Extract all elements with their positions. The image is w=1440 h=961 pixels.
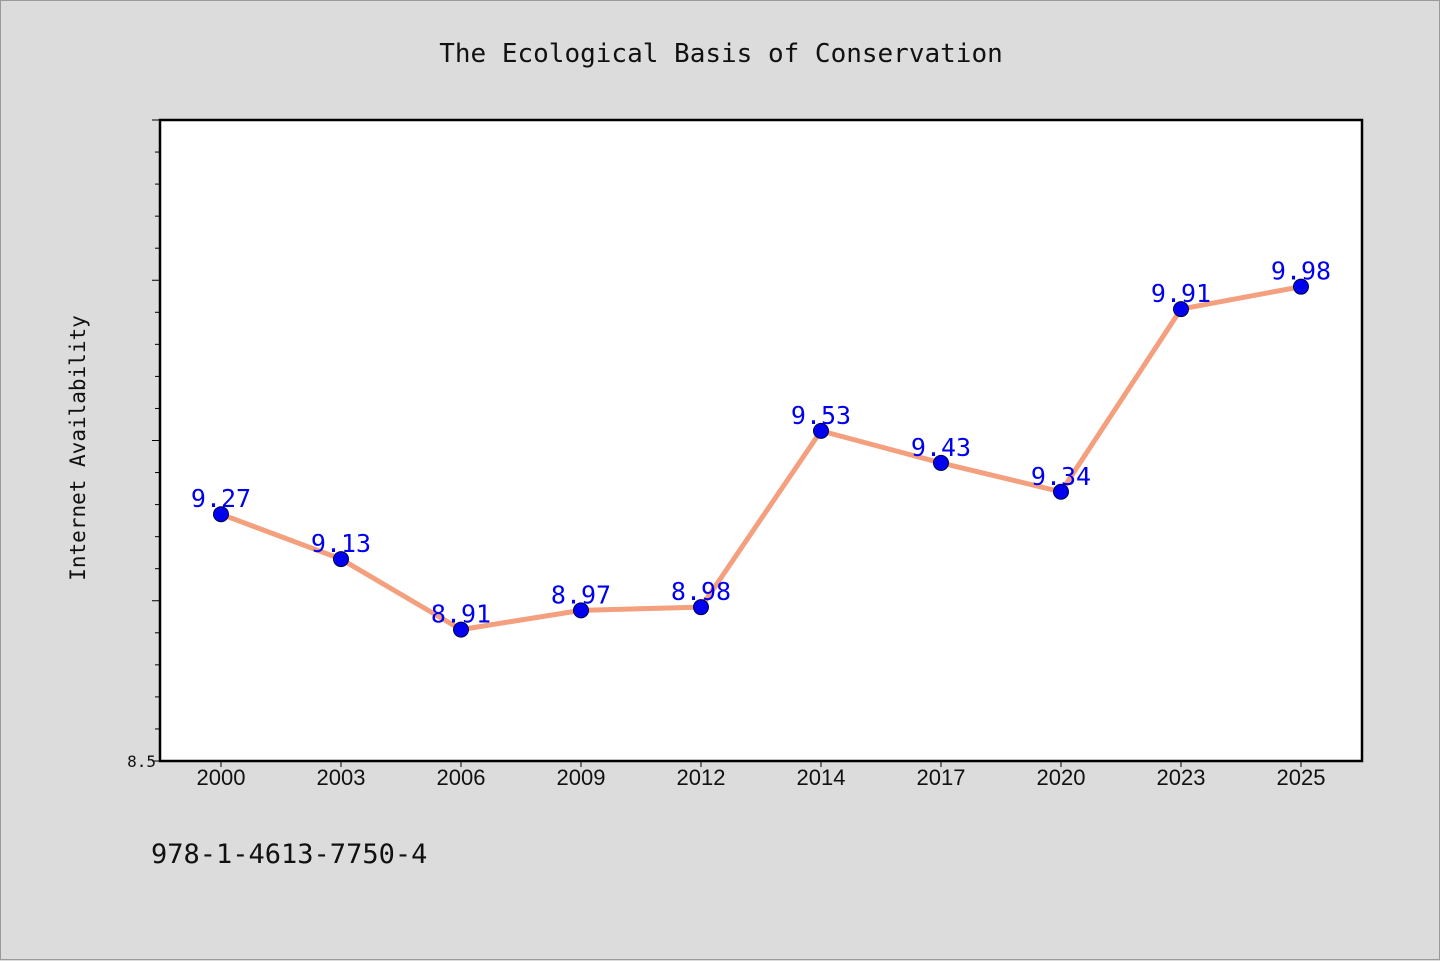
data-label: 8.98: [671, 577, 731, 606]
plot-area: [158, 118, 1364, 763]
data-point: [1173, 301, 1189, 318]
series-line: [218, 284, 1304, 633]
data-label: 9.27: [191, 484, 251, 513]
x-tick-label: 2020: [1037, 765, 1086, 790]
data-point: [453, 621, 469, 638]
x-tick-label: 2000: [197, 765, 246, 790]
data-point: [813, 422, 829, 439]
data-label: 9.91: [1151, 279, 1211, 308]
x-tick-label: 2009: [557, 765, 606, 790]
x-axis-ticks: 2000 2003 2006 2009 2012 2014 2017 2020 2023 2025: [197, 761, 1326, 790]
series-line-layer: [218, 284, 1304, 633]
data-label: 9.98: [1271, 257, 1331, 286]
isbn-label: 978-1-4613-7750-4: [151, 839, 427, 870]
y-tick-label: 8.5: [127, 752, 156, 771]
data-label-layer: 9.27 9.13 8.91 8.97 8.98 9.53 9.43 9.34 9.91 9.98: [191, 257, 1331, 629]
x-tick-label: 2025: [1277, 765, 1326, 790]
data-point: [1293, 278, 1309, 295]
data-label: 9.34: [1031, 462, 1091, 491]
data-point: [1053, 483, 1069, 500]
x-tick-label: 2014: [797, 765, 846, 790]
data-label: 8.97: [551, 580, 611, 609]
data-label: 9.53: [791, 401, 851, 430]
data-point: [933, 454, 949, 471]
data-label: 8.91: [431, 600, 491, 629]
chart-title: The Ecological Basis of Conservation: [439, 39, 1003, 69]
marker-layer: [213, 278, 1309, 638]
x-tick-label: 2023: [1157, 765, 1206, 790]
data-point: [333, 551, 349, 568]
x-tick-label: 2006: [437, 765, 486, 790]
x-tick-label: 2017: [917, 765, 966, 790]
data-point: [573, 602, 589, 619]
data-point: [693, 599, 709, 616]
data-label: 9.13: [311, 529, 371, 558]
data-point: [213, 506, 229, 523]
y-axis-label: Internet Availability: [66, 315, 90, 581]
x-tick-label: 2012: [677, 765, 726, 790]
data-label: 9.43: [911, 433, 971, 462]
y-axis-ticks: 8.5: [127, 119, 160, 771]
x-tick-label: 2003: [317, 765, 366, 790]
